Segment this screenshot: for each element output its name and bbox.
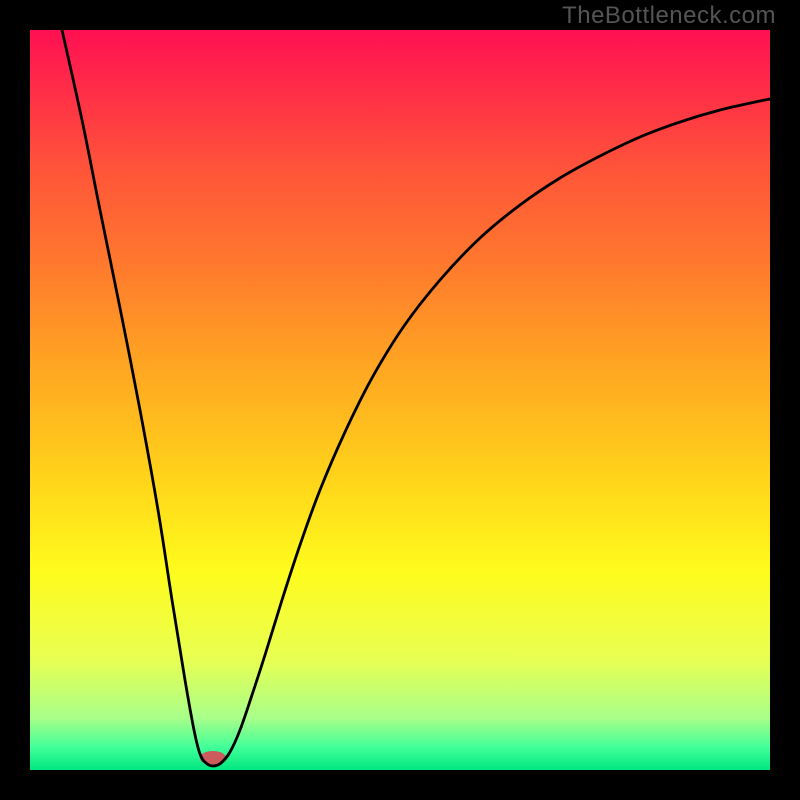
plot-background [30, 30, 770, 770]
bottleneck-chart [0, 0, 800, 800]
watermark-text: TheBottleneck.com [562, 2, 776, 30]
